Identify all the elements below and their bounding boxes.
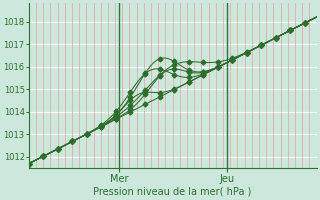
X-axis label: Pression niveau de la mer( hPa ): Pression niveau de la mer( hPa ) bbox=[93, 187, 252, 197]
